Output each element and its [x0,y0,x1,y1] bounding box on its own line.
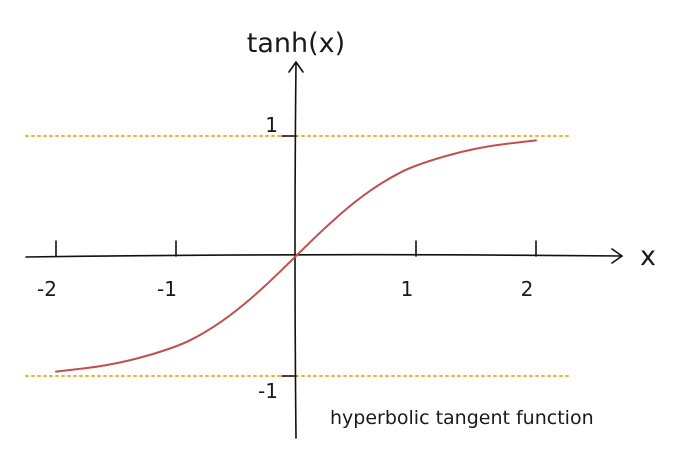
x-axis-line [25,253,623,258]
x-tick-label: 1 [401,277,414,301]
x-tick-label: -1 [157,277,177,301]
y-axis-arrow-icon [288,61,304,73]
x-tick-label: 2 [521,277,534,301]
asymptote-layer [25,135,569,377]
y-tick-label: -1 [258,379,278,403]
y-axis-title: tanh(x) [247,28,345,59]
axes-layer: x tanh(x) [25,28,656,439]
tick-layer: -2 -1 1 2 1 -1 [37,113,537,403]
y-axis-line [294,61,297,439]
chart-annotation: hyperbolic tangent function [330,407,594,429]
curve-layer [55,139,537,373]
x-tick-label: -2 [37,277,57,301]
y-tick-label: 1 [265,113,278,137]
x-axis-arrow-icon [611,248,623,264]
x-axis-title: x [640,241,656,272]
